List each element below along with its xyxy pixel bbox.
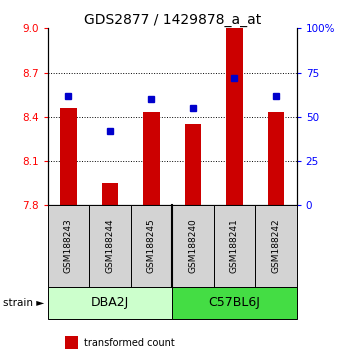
Text: GSM188243: GSM188243 [64, 219, 73, 273]
Bar [143, 113, 160, 205]
Text: GSM188241: GSM188241 [230, 219, 239, 273]
Text: GSM188245: GSM188245 [147, 219, 156, 273]
Text: C57BL6J: C57BL6J [208, 296, 261, 309]
Bar [268, 113, 284, 205]
Text: GSM188244: GSM188244 [105, 219, 115, 273]
Bar [226, 28, 243, 205]
Title: GDS2877 / 1429878_a_at: GDS2877 / 1429878_a_at [84, 13, 261, 27]
Text: GSM188240: GSM188240 [189, 219, 197, 273]
Bar [102, 183, 118, 205]
Bar [60, 108, 77, 205]
Text: DBA2J: DBA2J [91, 296, 129, 309]
Bar [185, 124, 201, 205]
Text: GSM188242: GSM188242 [271, 219, 280, 273]
Text: strain ►: strain ► [3, 298, 45, 308]
Text: transformed count: transformed count [84, 338, 174, 348]
